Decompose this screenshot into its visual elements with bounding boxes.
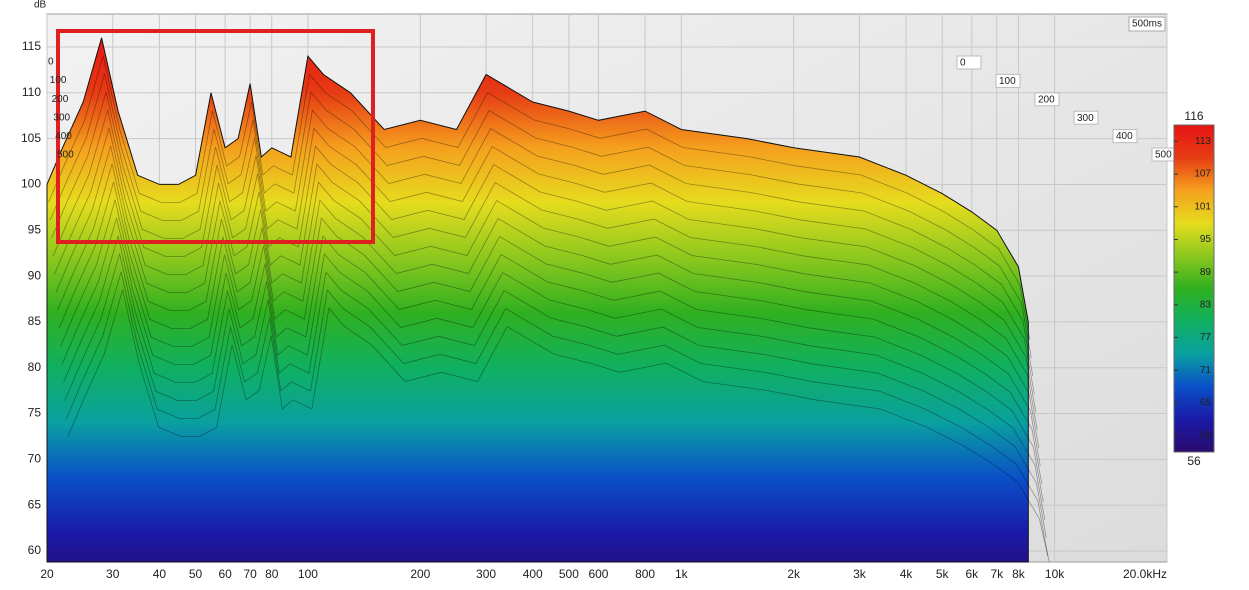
y-tick-label: 70	[28, 452, 42, 466]
colorbar-fill	[1173, 124, 1215, 453]
x-tick-label: 30	[106, 567, 120, 581]
time-tick-label-left: 100	[50, 75, 67, 86]
x-tick-label: 6k	[965, 567, 979, 581]
x-tick-label: 4k	[900, 567, 914, 581]
x-tick-label: 100	[298, 567, 318, 581]
x-tick-label: 600	[588, 567, 608, 581]
y-tick-label: 90	[28, 268, 42, 282]
slice-contour	[49, 73, 1032, 358]
time-tick-label: 400	[1116, 131, 1133, 142]
time-tick-label: 500	[1155, 150, 1172, 161]
slice-contour	[48, 55, 1031, 340]
time-tick-label: 0	[960, 58, 966, 69]
slice-contour	[51, 91, 1034, 376]
time-tick-label-left: 200	[52, 94, 69, 105]
x-tick-label: 10k	[1045, 567, 1065, 581]
x-tick-label: 500	[559, 567, 579, 581]
x-tick-label: 50	[189, 567, 203, 581]
y-tick-label: 75	[28, 406, 42, 420]
time-tick-box	[956, 55, 982, 70]
colorbar-tick-label: 71	[1200, 365, 1212, 376]
colorbar-tick-label: 107	[1194, 169, 1211, 180]
colorbar-tick-label: 113	[1195, 136, 1211, 147]
slice-contour	[64, 253, 1047, 538]
x-tick-label: 400	[523, 567, 543, 581]
slice-contour	[52, 109, 1035, 394]
surface-area	[46, 37, 1029, 563]
colorbar-tick-label: 59	[1200, 430, 1212, 441]
time-tick-box	[1034, 92, 1060, 107]
x-tick-label: 20	[40, 567, 54, 581]
x-tick-label: 80	[265, 567, 279, 581]
slice-contour	[61, 217, 1044, 502]
colorbar-tick-label: 101	[1194, 201, 1211, 212]
time-tick-box	[995, 73, 1021, 88]
time-tick-label: 100	[999, 76, 1016, 87]
x-tick-label: 70	[243, 567, 257, 581]
colorbar-tick-label: 83	[1200, 299, 1212, 310]
slice-contour	[57, 163, 1040, 448]
x-tick-label: 40	[153, 567, 167, 581]
time-tick-label-left: 300	[53, 112, 70, 123]
y-tick-label: 80	[28, 360, 42, 374]
slice-contour	[66, 271, 1049, 556]
x-tick-label: 300	[476, 567, 496, 581]
slice-contour	[67, 289, 1050, 563]
slice-contour	[63, 235, 1046, 520]
slice-contour	[58, 181, 1041, 466]
time-tick-label-left: 0	[48, 57, 54, 68]
x-tick-label: 1k	[675, 567, 689, 581]
time-tick-label: 200	[1038, 94, 1055, 105]
time-tick-label-left: 500	[57, 150, 74, 161]
y-tick-label: 85	[28, 314, 42, 328]
colorbar-tick-label: 65	[1200, 398, 1212, 409]
y-tick-label: 105	[21, 131, 41, 145]
x-tick-label: 200	[410, 567, 430, 581]
x-tick-label: 8k	[1012, 567, 1026, 581]
colorbar: 116 56 59 65 71 77 83 89 95 101 107 113	[1173, 109, 1215, 468]
x-tick-label: 60	[218, 567, 232, 581]
highlight-box	[56, 29, 375, 244]
y-tick-label: 95	[28, 222, 42, 236]
colorbar-tick-label: 77	[1200, 332, 1212, 343]
colorbar-tick-label: 89	[1200, 267, 1212, 278]
slice-contour	[55, 145, 1038, 430]
time-tick-box	[1112, 129, 1138, 144]
x-tick-label: 800	[635, 567, 655, 581]
time-tick-label: 300	[1077, 113, 1094, 124]
x-tick-label: 3k	[853, 567, 867, 581]
x-tick-label: 5k	[936, 567, 950, 581]
slice-contour	[54, 127, 1037, 412]
time-label-box	[1128, 16, 1166, 32]
time-tick-label-left: 400	[55, 131, 72, 142]
y-tick-label: 110	[22, 85, 41, 99]
y-tick-label: 65	[28, 497, 42, 511]
time-axis-label: 500ms	[1132, 19, 1162, 30]
colorbar-tick-label: 95	[1200, 234, 1212, 245]
x-tick-label: 7k	[990, 567, 1004, 581]
y-tick-label: 60	[28, 543, 42, 557]
surface	[46, 37, 1050, 563]
colorbar-max-label: 116	[1184, 109, 1203, 123]
slice-contour	[60, 199, 1043, 484]
y-tick-label: 100	[21, 177, 41, 191]
x-tick-label: 2k	[787, 567, 801, 581]
colorbar-min-label: 56	[1187, 454, 1201, 468]
y-tick-label: 115	[22, 39, 41, 53]
x-tick-label: 20.0kHz	[1123, 567, 1167, 581]
y-axis-label: dB	[34, 0, 47, 11]
time-tick-box	[1073, 110, 1099, 125]
